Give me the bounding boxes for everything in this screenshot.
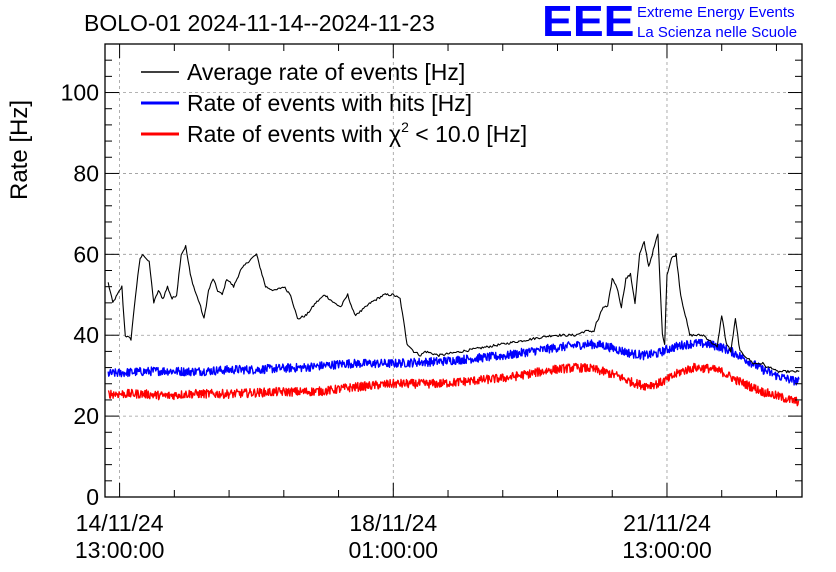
y-tick-label: 20 (73, 403, 99, 429)
legend-label-1: Average rate of events [Hz] (187, 59, 465, 85)
x-tick-label-time: 13:00:00 (75, 537, 165, 563)
series-line-2 (107, 338, 800, 386)
y-axis-label: Rate [Hz] (6, 100, 33, 200)
x-tick-label-date: 14/11/24 (76, 510, 164, 536)
x-tick-label-time: 13:00:00 (622, 537, 712, 563)
y-tick-label: 60 (73, 241, 99, 267)
eee-logo-text: Extreme Energy Events La Scienza nelle S… (637, 3, 797, 43)
tick-marks (105, 43, 802, 498)
chart-title: BOLO-01 2024-11-14--2024-11-23 (84, 10, 435, 36)
series-line-1 (107, 233, 800, 374)
y-tick-label: 40 (73, 322, 99, 348)
logo-line-1: Extreme Energy Events (637, 4, 795, 21)
series-line-3 (107, 362, 800, 407)
x-tick-label-date: 21/11/24 (623, 510, 711, 536)
logo-line-2: La Scienza nelle Scuole (637, 24, 798, 41)
legend-label-2: Rate of events with hits [Hz] (187, 90, 472, 116)
tick-labels: 02040608010014/11/2413:00:0018/11/2401:0… (61, 80, 712, 563)
x-tick-label-time: 01:00:00 (349, 537, 439, 563)
y-tick-label: 80 (73, 160, 99, 186)
grid-lines (105, 44, 802, 497)
eee-logo: EEE (542, 0, 635, 46)
legend: Average rate of events [Hz] Rate of event… (141, 59, 527, 147)
x-tick-label-date: 18/11/24 (349, 510, 437, 536)
legend-label-3: Rate of events with χ2 < 10.0 [Hz] (187, 119, 527, 147)
y-tick-label: 0 (86, 484, 99, 510)
series-layer (107, 233, 800, 407)
y-tick-label: 100 (61, 80, 99, 106)
